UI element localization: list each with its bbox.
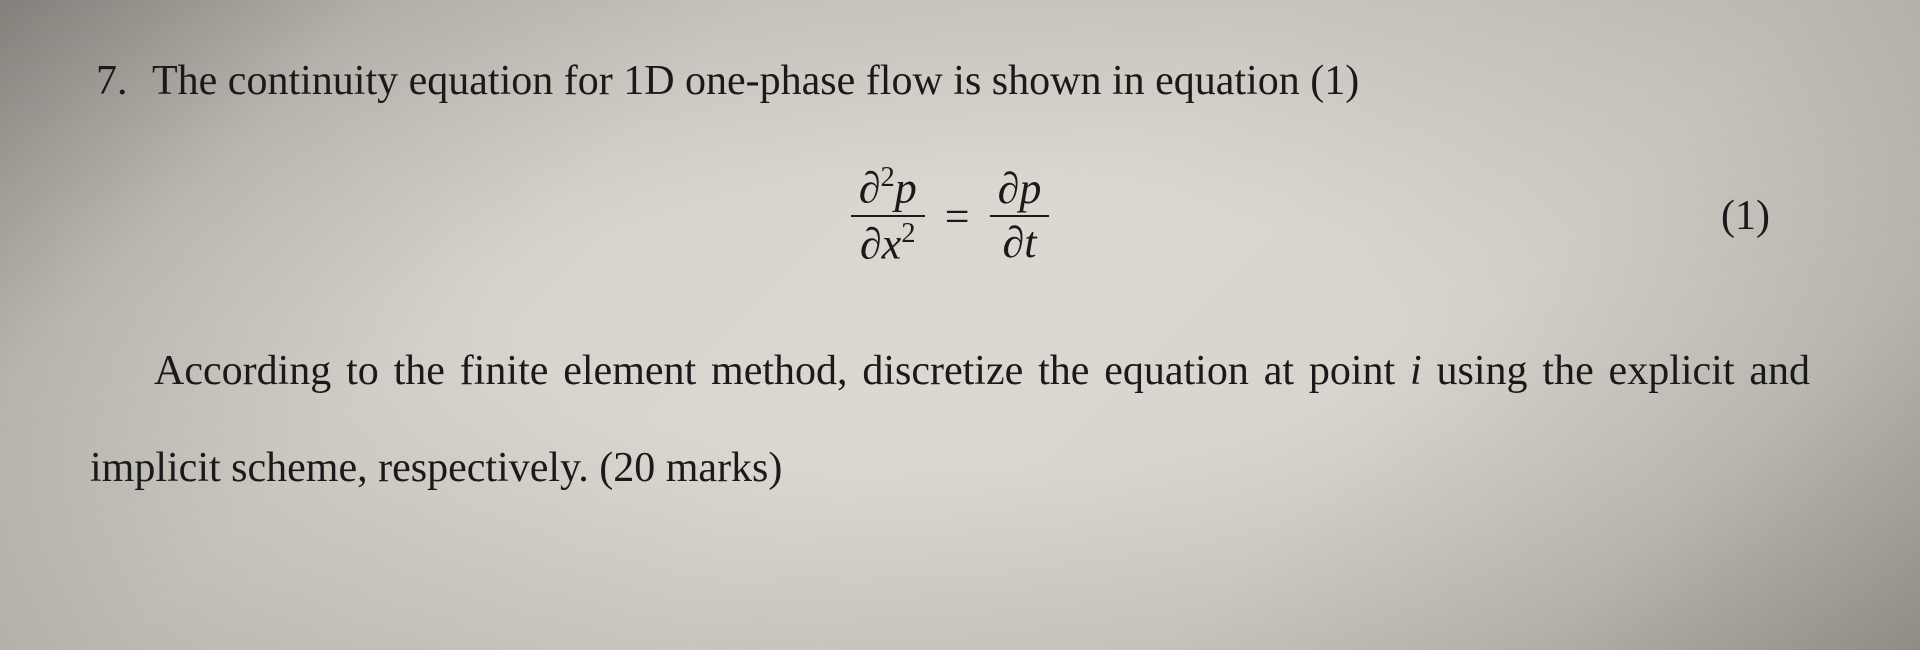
rhs-denominator: ∂t — [994, 217, 1044, 269]
var-t: t — [1024, 218, 1036, 267]
partial-symbol: ∂ — [859, 164, 881, 213]
rhs-fraction: ∂p ∂t — [990, 163, 1050, 270]
equation-row: ∂2p ∂x2 = ∂p ∂t (1) — [90, 151, 1810, 281]
body-point-var: i — [1410, 348, 1422, 394]
partial-symbol: ∂ — [998, 164, 1020, 213]
var-x: x — [882, 220, 902, 269]
equation: ∂2p ∂x2 = ∂p ∂t — [845, 161, 1056, 271]
question-block: 7. The continuity equation for 1D one-ph… — [90, 50, 1810, 516]
question-intro-line: 7. The continuity equation for 1D one-ph… — [90, 50, 1810, 113]
superscript-2: 2 — [901, 218, 915, 249]
question-body: According to the finite element method, … — [90, 323, 1810, 516]
equals-sign: = — [945, 191, 970, 242]
rhs-numerator: ∂p — [990, 163, 1050, 215]
lhs-denominator: ∂x2 — [852, 217, 924, 271]
partial-symbol: ∂ — [860, 220, 882, 269]
lhs-numerator: ∂2p — [851, 161, 925, 215]
body-pre: According to the finite element method, … — [154, 348, 1410, 394]
lhs-fraction: ∂2p ∂x2 — [851, 161, 925, 271]
var-p: p — [1019, 164, 1041, 213]
superscript-2: 2 — [880, 162, 894, 193]
question-intro-text: The continuity equation for 1D one-phase… — [152, 50, 1359, 113]
question-number: 7. — [90, 50, 152, 113]
var-p: p — [895, 164, 917, 213]
equation-label: (1) — [1721, 192, 1770, 240]
partial-symbol: ∂ — [1002, 218, 1024, 267]
